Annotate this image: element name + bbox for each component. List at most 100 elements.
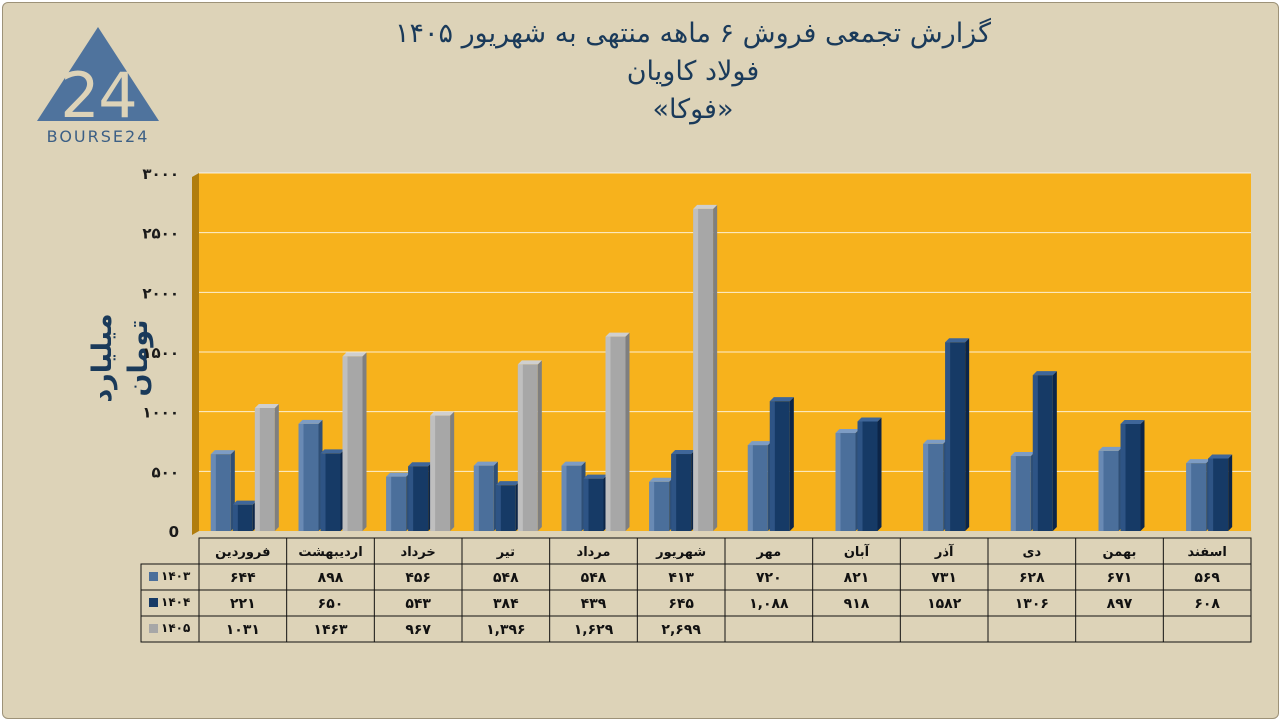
bar-top bbox=[495, 481, 520, 486]
bar-top bbox=[320, 449, 345, 454]
bar bbox=[408, 462, 433, 531]
y-tick-label: ۲۰۰۰ bbox=[142, 284, 179, 302]
bar-highlight bbox=[1208, 458, 1214, 531]
legend-entry: ۱۴۰۴ bbox=[161, 595, 190, 609]
bar bbox=[517, 360, 542, 531]
bar-highlight bbox=[386, 476, 392, 531]
data-label: ۶۰۸ bbox=[1194, 596, 1220, 612]
bar-top bbox=[605, 332, 630, 337]
data-label: ۱۳۰۶ bbox=[1015, 596, 1049, 612]
bar-highlight bbox=[747, 445, 753, 531]
bar-top bbox=[923, 439, 948, 444]
bar bbox=[923, 439, 948, 531]
bar bbox=[769, 397, 794, 531]
bar-side bbox=[625, 332, 630, 531]
bar-top bbox=[693, 204, 718, 209]
bar bbox=[857, 417, 882, 531]
bar-highlight bbox=[1032, 375, 1038, 531]
data-label: ۱۵۸۲ bbox=[927, 596, 962, 612]
bar bbox=[386, 472, 411, 531]
data-label: ۵۴۸ bbox=[493, 570, 519, 586]
bar-highlight bbox=[923, 443, 929, 531]
x-tick-label: اردیبهشت bbox=[298, 545, 362, 560]
bar-highlight bbox=[408, 466, 414, 531]
bar-side bbox=[1140, 419, 1145, 531]
logo-text: BOURSE24 bbox=[46, 127, 150, 146]
bar bbox=[605, 332, 630, 531]
bar-highlight bbox=[1120, 423, 1126, 531]
data-label: ۸۲۱ bbox=[844, 570, 870, 586]
bar-highlight bbox=[693, 208, 699, 532]
bar-highlight bbox=[1010, 456, 1016, 531]
bar bbox=[1098, 446, 1123, 531]
bar-highlight bbox=[473, 465, 479, 531]
y-tick-label: ۵۰۰ bbox=[152, 463, 179, 481]
bar bbox=[1120, 419, 1145, 531]
bar-top bbox=[583, 474, 608, 479]
legend-entry: ۱۴۰۳ bbox=[161, 569, 191, 583]
bar-side bbox=[965, 338, 970, 531]
data-label: ۵۴۸ bbox=[581, 570, 607, 586]
bar bbox=[254, 403, 279, 531]
data-label: ۲,۶۹۹ bbox=[661, 622, 701, 638]
bar-side bbox=[450, 411, 455, 531]
bar bbox=[1010, 452, 1035, 531]
bar bbox=[342, 352, 367, 531]
y-tick-label: ۳۰۰۰ bbox=[142, 165, 179, 183]
data-label: ۵۶۹ bbox=[1194, 570, 1220, 586]
bar-highlight bbox=[254, 407, 260, 531]
data-label: ۱,۶۲۹ bbox=[574, 622, 614, 638]
bar-highlight bbox=[605, 336, 611, 531]
legend-swatch-icon bbox=[149, 624, 158, 633]
x-tick-label: آبان bbox=[844, 543, 870, 560]
data-label: ۹۱۸ bbox=[844, 596, 870, 612]
data-label: ۸۹۸ bbox=[318, 570, 344, 586]
bar-highlight bbox=[835, 433, 841, 531]
y-tick-label: ۲۵۰۰ bbox=[142, 225, 179, 243]
legend-entry: ۱۴۰۵ bbox=[161, 621, 190, 635]
y-tick-label: ۱۰۰۰ bbox=[142, 404, 179, 422]
bar bbox=[671, 450, 696, 531]
bar-highlight bbox=[210, 454, 216, 531]
bar-highlight bbox=[649, 481, 655, 531]
bar bbox=[561, 461, 586, 531]
bar bbox=[298, 419, 323, 531]
data-label: ۸۹۷ bbox=[1107, 596, 1133, 612]
legend-swatch-icon bbox=[149, 598, 158, 607]
bar-highlight bbox=[583, 478, 589, 531]
x-tick-label: اسفند bbox=[1187, 545, 1226, 560]
bar bbox=[649, 477, 674, 531]
bar-chart: 0 ۵۰۰ ۱۰۰۰ ۱۵۰۰ ۲۰۰۰ ۲۵۰۰ ۳۰۰۰ فروردین اردیبهشت… bbox=[140, 165, 1252, 643]
x-tick-label: تیر bbox=[496, 545, 515, 560]
bar-top bbox=[1208, 454, 1233, 459]
bar bbox=[1208, 454, 1233, 531]
data-label: ۴۵۶ bbox=[405, 570, 431, 586]
bar-top bbox=[945, 338, 970, 343]
x-tick-label: خرداد bbox=[401, 545, 436, 560]
y-tick-label: 0 bbox=[169, 523, 179, 541]
plot-side-wall bbox=[192, 173, 199, 535]
bar-side bbox=[362, 352, 367, 531]
bar-side bbox=[537, 360, 542, 531]
bar-top bbox=[517, 360, 542, 365]
bar bbox=[583, 474, 608, 531]
legend-swatch-icon bbox=[149, 572, 158, 581]
bar-highlight bbox=[1098, 450, 1104, 531]
bar-side bbox=[1052, 371, 1057, 531]
bar bbox=[430, 411, 455, 531]
bar-highlight bbox=[495, 485, 501, 531]
logo-mark-4: 4 bbox=[98, 59, 137, 132]
bar-side bbox=[713, 204, 718, 532]
bar-side bbox=[1228, 454, 1233, 531]
bar-highlight bbox=[671, 454, 677, 531]
bar-side bbox=[877, 417, 882, 531]
bar bbox=[835, 429, 860, 531]
bar-highlight bbox=[857, 421, 863, 531]
data-label: ۹۶۷ bbox=[405, 622, 431, 638]
bar-highlight bbox=[342, 356, 348, 531]
bar-top bbox=[342, 352, 367, 357]
bar bbox=[693, 204, 718, 532]
bar-highlight bbox=[945, 342, 951, 531]
bar-highlight bbox=[320, 453, 326, 531]
